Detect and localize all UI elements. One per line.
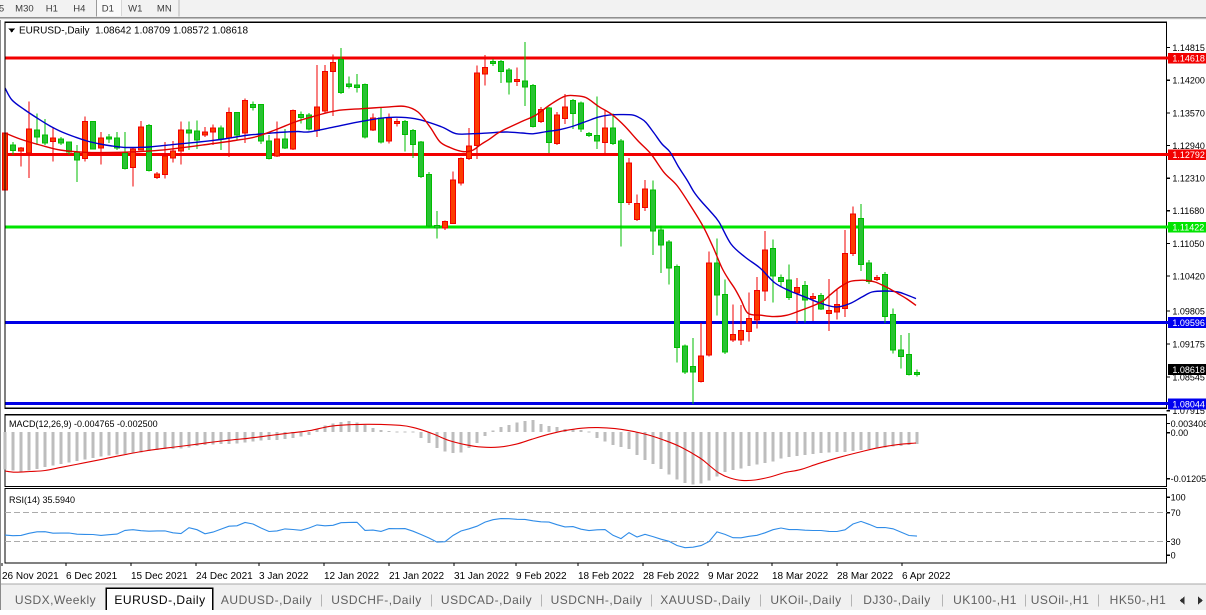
svg-text:UK100-,H1: UK100-,H1	[953, 593, 1017, 607]
svg-text:1.11680: 1.11680	[1172, 206, 1204, 216]
svg-text:MACD(12,26,9) -0.004765 -0.002: MACD(12,26,9) -0.004765 -0.002500	[9, 419, 158, 429]
svg-text:1.11050: 1.11050	[1172, 239, 1204, 249]
svg-text:30: 30	[1171, 537, 1181, 547]
svg-text:DJ30-,Daily: DJ30-,Daily	[863, 593, 931, 607]
svg-text:9 Feb 2022: 9 Feb 2022	[516, 571, 567, 582]
svg-text:USDCNH-,Daily: USDCNH-,Daily	[551, 593, 643, 607]
svg-text:6 Apr 2022: 6 Apr 2022	[902, 571, 951, 582]
svg-text:1.10420: 1.10420	[1172, 272, 1205, 282]
svg-text:W1: W1	[128, 4, 142, 15]
svg-text:1.14618: 1.14618	[1172, 54, 1205, 64]
svg-text:M30: M30	[15, 4, 33, 15]
svg-text:EURUSD-,Daily 1.08642 1.08709: EURUSD-,Daily 1.08642 1.08709 1.08572 1.…	[19, 26, 248, 37]
svg-text:1.08545: 1.08545	[1172, 372, 1205, 382]
svg-text:0.00: 0.00	[1171, 428, 1189, 438]
svg-text:24 Dec 2021: 24 Dec 2021	[196, 571, 253, 582]
svg-text:28 Feb 2022: 28 Feb 2022	[643, 571, 700, 582]
svg-text:0.003408: 0.003408	[1171, 419, 1206, 429]
svg-text:0: 0	[1171, 551, 1176, 561]
svg-text:RSI(14) 35.5940: RSI(14) 35.5940	[9, 495, 75, 505]
svg-text:1.08618: 1.08618	[1172, 365, 1205, 375]
svg-text:1.11422: 1.11422	[1172, 223, 1204, 233]
svg-text:18 Feb 2022: 18 Feb 2022	[578, 571, 635, 582]
svg-text:USDCAD-,Daily: USDCAD-,Daily	[441, 593, 532, 607]
svg-text:1.09596: 1.09596	[1172, 318, 1205, 328]
svg-text:H1: H1	[46, 4, 58, 15]
svg-text:1.12940: 1.12940	[1172, 141, 1205, 151]
svg-text:3 Jan 2022: 3 Jan 2022	[259, 571, 309, 582]
svg-text:1.14200: 1.14200	[1172, 76, 1205, 86]
svg-text:USDX,Weekly: USDX,Weekly	[15, 593, 96, 607]
svg-text:31 Jan 2022: 31 Jan 2022	[454, 571, 509, 582]
svg-text:100: 100	[1171, 493, 1186, 503]
svg-text:USOil-,H1: USOil-,H1	[1031, 593, 1090, 607]
svg-text:EURUSD-,Daily: EURUSD-,Daily	[114, 593, 205, 607]
svg-text:D1: D1	[102, 4, 114, 15]
svg-text:5: 5	[0, 4, 4, 15]
svg-text:1.14815: 1.14815	[1172, 43, 1205, 53]
svg-text:18 Mar 2022: 18 Mar 2022	[772, 571, 829, 582]
svg-text:1.09805: 1.09805	[1172, 306, 1205, 316]
svg-text:-0.01205: -0.01205	[1171, 474, 1206, 484]
svg-text:28 Mar 2022: 28 Mar 2022	[837, 571, 894, 582]
svg-text:1.12310: 1.12310	[1172, 174, 1205, 184]
svg-text:6 Dec 2021: 6 Dec 2021	[66, 571, 118, 582]
svg-text:UKOil-,Daily: UKOil-,Daily	[770, 593, 841, 607]
svg-text:HK50-,H1: HK50-,H1	[1110, 593, 1167, 607]
svg-text:1.08044: 1.08044	[1172, 399, 1205, 409]
svg-text:9 Mar 2022: 9 Mar 2022	[708, 571, 759, 582]
svg-text:70: 70	[1171, 508, 1181, 518]
svg-text:1.12792: 1.12792	[1172, 150, 1205, 160]
svg-text:AUDUSD-,Daily: AUDUSD-,Daily	[221, 593, 312, 607]
svg-text:26 Nov 2021: 26 Nov 2021	[2, 571, 59, 582]
svg-text:21 Jan 2022: 21 Jan 2022	[389, 571, 444, 582]
svg-text:1.07915: 1.07915	[1172, 406, 1205, 416]
svg-text:XAUUSD-,Daily: XAUUSD-,Daily	[660, 593, 751, 607]
svg-text:15 Dec 2021: 15 Dec 2021	[131, 571, 188, 582]
svg-text:H4: H4	[73, 4, 85, 15]
svg-text:12 Jan 2022: 12 Jan 2022	[324, 571, 379, 582]
svg-text:1.09175: 1.09175	[1172, 339, 1205, 349]
svg-text:1.13570: 1.13570	[1172, 108, 1205, 118]
svg-text:USDCHF-,Daily: USDCHF-,Daily	[331, 593, 422, 607]
svg-text:MN: MN	[157, 4, 172, 15]
